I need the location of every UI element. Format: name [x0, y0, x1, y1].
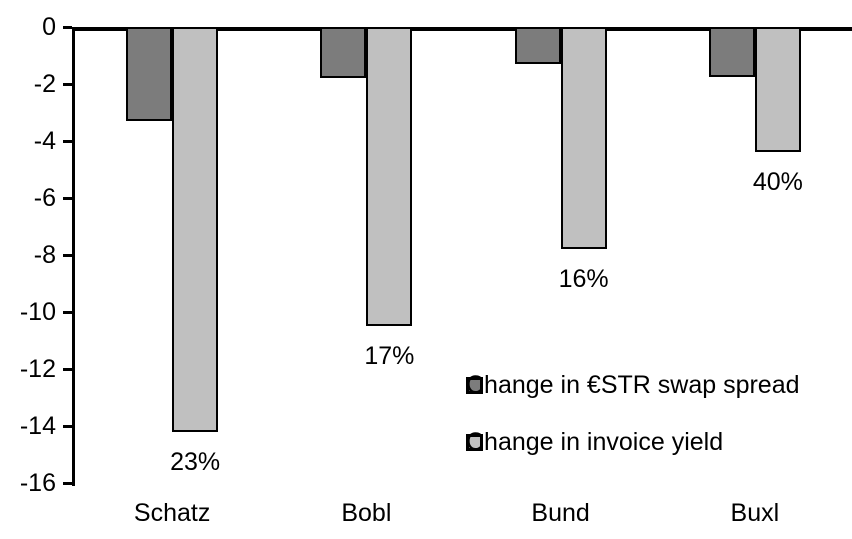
bar-invoice-yield-bund	[560, 27, 607, 249]
bar-swap-spread-bund	[514, 27, 561, 64]
bar-value-label: 40%	[752, 168, 803, 196]
y-axis-tick-label: -16	[19, 469, 56, 497]
bar-invoice-yield-schatz	[172, 27, 219, 432]
y-axis-tick	[63, 254, 72, 257]
legend-item-label: Change in invoice yield	[466, 427, 724, 456]
y-axis-tick	[63, 197, 72, 200]
bar-value-label: 23%	[170, 448, 221, 476]
y-axis-tick-label: -6	[33, 184, 56, 212]
y-axis-tick	[63, 482, 72, 485]
bar-invoice-yield-buxl	[754, 27, 801, 152]
y-axis-tick	[63, 140, 72, 143]
bar-value-label: 17%	[364, 342, 415, 370]
bar-swap-spread-bobl	[320, 27, 367, 78]
x-axis-category-label: Schatz	[133, 499, 211, 527]
x-axis-category-label: Bobl	[341, 499, 392, 527]
y-axis-tick	[63, 83, 72, 86]
x-axis-category-label: Buxl	[730, 499, 780, 527]
bar-invoice-yield-bobl	[366, 27, 413, 326]
y-axis-tick	[63, 311, 72, 314]
legend-item-label: Change in €STR swap spread	[466, 370, 800, 399]
y-axis-tick-label: -12	[19, 355, 56, 383]
zero-baseline	[72, 27, 852, 31]
y-axis-tick	[63, 425, 72, 428]
y-axis-tick-label: -2	[33, 70, 56, 98]
y-axis-tick-label: -4	[33, 127, 56, 155]
y-axis-line	[72, 27, 75, 486]
y-axis-tick-label: -10	[19, 298, 56, 326]
bar-swap-spread-schatz	[126, 27, 173, 121]
y-axis-tick	[63, 368, 72, 371]
bar-value-label: 16%	[558, 265, 609, 293]
y-axis-tick-label: 0	[42, 13, 56, 41]
y-axis-tick	[63, 26, 72, 29]
x-axis-category-label: Bund	[531, 499, 590, 527]
y-axis-tick-label: -8	[33, 241, 56, 269]
y-axis-tick-label: -14	[19, 412, 56, 440]
legend-swatch-icon	[466, 376, 483, 394]
bar-swap-spread-buxl	[708, 27, 755, 77]
legend-swatch-icon	[466, 433, 483, 451]
